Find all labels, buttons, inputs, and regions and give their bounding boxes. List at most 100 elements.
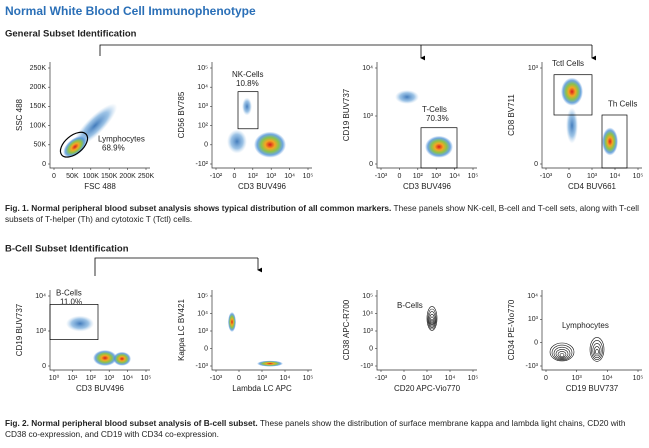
y-tick-label: 10⁴ — [197, 84, 208, 91]
gate — [59, 131, 89, 158]
y-tick-label: 10⁴ — [527, 293, 538, 300]
gate — [420, 127, 458, 169]
x-tick-label: -10³ — [210, 375, 223, 382]
y-tick-label: 0 — [42, 161, 46, 168]
x-tick-label: 0 — [402, 375, 406, 382]
connectors — [94, 44, 596, 276]
gate — [601, 114, 628, 169]
title: Normal White Blood Cell Immunophenotype — [5, 4, 256, 18]
cell-cloud — [254, 131, 286, 158]
y-axis-label: CD19 BUV737 — [15, 303, 24, 356]
gate-percent: 68.9% — [102, 143, 125, 152]
caption-lead: Fig. 2. Normal peripheral blood subset a… — [5, 418, 258, 428]
x-axis-label: CD3 BUV496 — [403, 182, 452, 191]
contour — [426, 306, 438, 331]
y-axis-label: Kappa LC BV421 — [177, 299, 186, 361]
x-axis-label: CD20 APC-Vio770 — [394, 384, 461, 393]
gate-label: Lymphocytes — [562, 321, 609, 330]
x-tick-label: 10⁰ — [49, 374, 60, 382]
x-axis-label: CD19 BUV737 — [566, 384, 619, 393]
y-axis-label: CD56 BV785 — [177, 91, 186, 138]
x-tick-label: 10³ — [431, 173, 442, 180]
x-tick-label: 200K — [119, 173, 136, 180]
x-tick-label: 10² — [413, 173, 424, 180]
cell-cloud — [66, 315, 94, 332]
y-tick-label: 10⁵ — [362, 293, 373, 300]
x-tick-label: 10¹ — [67, 375, 78, 382]
y-tick-label: -10³ — [361, 363, 374, 370]
x-tick-label: 10⁵ — [141, 375, 152, 382]
y-tick-label: -10³ — [526, 363, 539, 370]
gate-percent: 70.3% — [426, 114, 449, 123]
cell-cloud — [395, 89, 419, 104]
x-axis-label: CD3 BUV496 — [76, 384, 125, 393]
y-tick-label: 0 — [534, 340, 538, 347]
y-axis-label: CD19 BUV737 — [342, 88, 351, 141]
x-tick-label: 10³ — [572, 375, 583, 382]
y-tick-label: 10³ — [36, 328, 47, 335]
y-axis-label: SSC 488 — [15, 98, 24, 131]
y-axis-label: CD38 APC-R700 — [342, 299, 351, 360]
x-tick-label: 10⁴ — [122, 375, 133, 382]
x-tick-label: 10⁴ — [280, 375, 291, 382]
caption: Fig. 1. Normal peripheral blood subset a… — [5, 203, 645, 225]
cell-cloud — [242, 97, 252, 116]
x-tick-label: 0 — [232, 173, 236, 180]
y-tick-label: 10³ — [528, 65, 539, 72]
caption: Fig. 2. Normal peripheral blood subset a… — [5, 418, 645, 440]
y-tick-label: -10² — [196, 161, 209, 168]
x-tick-label: 10⁵ — [633, 173, 644, 180]
x-tick-label: 250K — [138, 173, 155, 180]
contour — [549, 342, 575, 362]
x-axis-label: Lambda LC APC — [232, 384, 292, 393]
gate-label: NK-Cells — [232, 70, 264, 79]
y-tick-label: 10⁵ — [197, 293, 208, 300]
gate — [237, 91, 259, 130]
contour — [430, 316, 434, 326]
x-tick-label: -10³ — [540, 173, 553, 180]
x-tick-label: 10⁵ — [468, 375, 479, 382]
y-tick-label: 0 — [534, 161, 538, 168]
cell-cloud — [228, 312, 236, 332]
contour — [591, 340, 603, 360]
gate-label: Th Cells — [608, 100, 637, 109]
x-tick-label: -10³ — [375, 173, 388, 180]
section-heading: B-Cell Subset Identification — [5, 244, 129, 255]
y-tick-label: 10³ — [198, 328, 209, 335]
y-tick-label: 100K — [30, 122, 47, 129]
x-tick-label: 0 — [52, 173, 56, 180]
contour — [559, 353, 565, 357]
cell-cloud — [425, 135, 453, 158]
caption-lead: Fig. 1. Normal peripheral blood subset a… — [5, 203, 392, 213]
y-tick-label: 10² — [198, 122, 209, 129]
x-tick-label: 10⁴ — [284, 173, 295, 180]
x-tick-label: 10⁴ — [449, 173, 460, 180]
x-tick-label: 10⁵ — [303, 375, 314, 382]
y-tick-label: 0 — [369, 161, 373, 168]
x-tick-label: 10² — [86, 375, 97, 382]
y-axis-label: CD34 PE-Vio770 — [507, 299, 516, 360]
x-tick-label: 10² — [248, 173, 259, 180]
contour — [593, 346, 601, 357]
cell-cloud — [113, 351, 131, 366]
contour — [430, 319, 434, 324]
x-tick-label: 100K — [83, 173, 100, 180]
y-tick-label: 10³ — [528, 316, 539, 323]
axis — [541, 290, 642, 371]
x-tick-label: 10³ — [257, 375, 268, 382]
x-tick-label: 150K — [101, 173, 118, 180]
contour — [589, 337, 605, 362]
x-tick-label: 50K — [66, 173, 79, 180]
gate-label: Lymphocytes — [98, 134, 145, 143]
cell-cloud — [257, 360, 283, 367]
y-tick-label: 150K — [30, 103, 47, 110]
y-tick-label: 0 — [369, 345, 373, 352]
contour — [429, 313, 435, 327]
contour — [557, 351, 567, 358]
x-tick-label: 10³ — [104, 375, 115, 382]
y-tick-label: 10⁴ — [35, 293, 46, 300]
y-tick-label: 10⁵ — [197, 65, 208, 72]
gate — [49, 304, 99, 340]
contour — [592, 343, 602, 359]
x-tick-label: -10² — [210, 173, 223, 180]
